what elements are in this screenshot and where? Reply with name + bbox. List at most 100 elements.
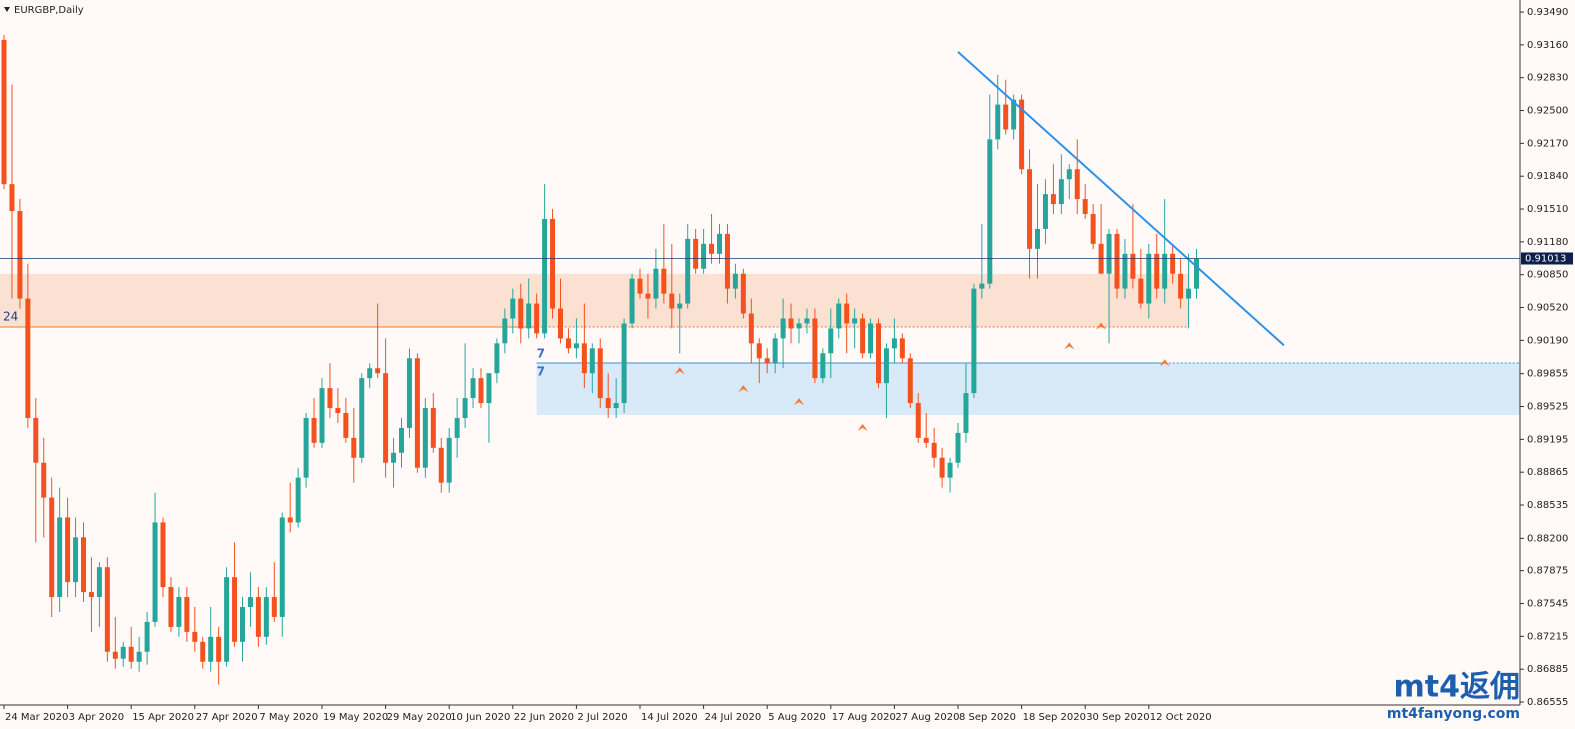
marker-arrow [857, 423, 868, 431]
menu-arrow[interactable] [4, 7, 10, 12]
candle-body [168, 587, 174, 627]
candle-body [621, 323, 627, 404]
candle-body [1066, 169, 1072, 180]
candle-body [486, 373, 492, 404]
candle-body [613, 403, 619, 409]
candle-body [41, 462, 47, 498]
x-tick-label: 3 Apr 2020 [69, 712, 124, 723]
candle-body [891, 338, 897, 349]
candle-body [263, 597, 269, 637]
zone-label: 24 [3, 310, 18, 324]
candle-body [224, 577, 230, 662]
y-tick-label: 0.87545 [1527, 599, 1568, 610]
y-tick-label: 0.88865 [1527, 467, 1568, 478]
candle-body [216, 636, 222, 662]
x-tick-label: 18 Sep 2020 [1023, 712, 1086, 723]
candle-body [844, 303, 850, 324]
y-tick-label: 0.92830 [1527, 73, 1568, 84]
y-tick-label: 0.91840 [1527, 171, 1568, 182]
candle-body [868, 323, 874, 354]
candle-body [748, 313, 754, 344]
y-tick-label: 0.87215 [1527, 631, 1568, 642]
candle-body [804, 318, 810, 324]
candle-body [589, 348, 595, 374]
candle-body [581, 343, 587, 374]
zone-label: 7 [537, 346, 545, 360]
candle-body [406, 358, 412, 428]
candle-body [1170, 253, 1176, 274]
candle-body [88, 592, 94, 598]
x-tick-label: 7 May 2020 [259, 712, 318, 723]
candle-body [335, 408, 341, 413]
watermark-brand: mt4返佣 [1394, 670, 1520, 705]
candle-body [1186, 288, 1192, 299]
chart-title: EURGBP,Daily [14, 5, 84, 16]
candle-body [796, 323, 802, 329]
zone [0, 274, 1189, 328]
candle-body [152, 522, 158, 622]
x-tick-label: 14 Jul 2020 [641, 712, 698, 723]
price-label-box [1521, 252, 1573, 265]
candle-body [812, 318, 818, 379]
candle-body [740, 273, 746, 314]
candle-body [422, 408, 428, 468]
candle-body [430, 408, 436, 448]
candle-body [1003, 104, 1009, 130]
candle-body [1114, 233, 1120, 289]
candle-body [947, 462, 953, 478]
candle-body [271, 597, 277, 617]
candle-body [303, 417, 309, 478]
y-tick-label: 0.86555 [1527, 697, 1568, 708]
candle-body [860, 318, 866, 354]
candle-body [1154, 253, 1160, 289]
x-tick-label: 24 Jul 2020 [705, 712, 762, 723]
x-tick-label: 29 May 2020 [387, 712, 452, 723]
x-tick-label: 10 Jun 2020 [450, 712, 510, 723]
x-tick-label: 8 Sep 2020 [959, 712, 1016, 723]
x-tick-label: 24 Mar 2020 [5, 712, 68, 723]
candle-body [184, 597, 190, 632]
x-tick-label: 17 Aug 2020 [832, 712, 896, 723]
x-tick-label: 27 Aug 2020 [895, 712, 959, 723]
candle-body [732, 273, 738, 289]
candle-body [1178, 273, 1184, 299]
candle-body [963, 393, 969, 433]
y-tick-label: 0.89525 [1527, 402, 1568, 413]
candle-body [1162, 253, 1168, 289]
y-tick-label: 0.91510 [1527, 204, 1568, 215]
candle-body [828, 328, 834, 354]
candle-body [343, 412, 349, 438]
candle-body [240, 607, 245, 642]
x-tick-label: 15 Apr 2020 [132, 712, 194, 723]
candle-body [1138, 278, 1144, 304]
marker-arrow [1159, 359, 1170, 367]
candle-body [876, 323, 881, 384]
y-tick-label: 0.92170 [1527, 138, 1568, 149]
zone [536, 362, 1520, 415]
candle-body [558, 308, 563, 339]
candle-body [112, 651, 118, 659]
candle-body [232, 577, 238, 642]
candle-body [724, 233, 730, 289]
y-tick-label: 0.88535 [1527, 500, 1568, 511]
candle-body [279, 517, 285, 617]
y-tick-label: 0.87875 [1527, 566, 1568, 577]
candle-body [1, 39, 7, 185]
price-label: 0.91013 [1525, 253, 1566, 264]
candle-body [534, 303, 540, 334]
candle-body [1042, 194, 1048, 229]
y-tick-label: 0.90190 [1527, 335, 1568, 346]
candle-body [717, 233, 722, 254]
watermark-site: mt4fanyong.com [1387, 706, 1520, 722]
y-tick-label: 0.89195 [1527, 434, 1568, 445]
candle-body [550, 218, 556, 309]
candle-body [971, 288, 977, 394]
candle-body [25, 298, 31, 418]
trendline [957, 51, 1285, 347]
candle-body [96, 567, 102, 598]
candle-body [462, 398, 468, 418]
candle-body [852, 318, 858, 324]
candle-body [788, 318, 794, 329]
candle-body [311, 417, 317, 443]
candle-body [255, 597, 261, 637]
